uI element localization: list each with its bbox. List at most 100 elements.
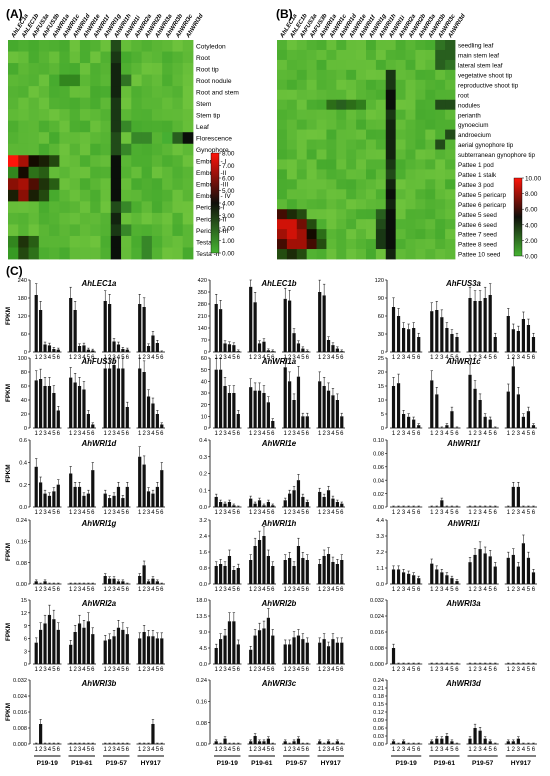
bar [283, 367, 287, 428]
heatmap-cell [415, 119, 426, 130]
heatmap-cell [395, 209, 406, 220]
heatmap-cell [90, 247, 101, 260]
x-tick-label: 2 [473, 667, 477, 673]
heatmap-cell [425, 169, 436, 180]
heatmap-cell [306, 109, 317, 121]
x-tick-label: 5 [412, 587, 416, 593]
bar [227, 501, 232, 507]
heatmap-cell [277, 199, 288, 210]
heatmap-cell [326, 119, 337, 130]
heatmap-cell [90, 235, 101, 248]
x-tick-label: 5 [412, 510, 416, 516]
heatmap-cell [28, 166, 40, 179]
heatmap-cell [18, 132, 29, 145]
y-tick-label: 4.5 [199, 646, 207, 652]
heatmap-cell [277, 209, 288, 220]
bar [77, 346, 82, 352]
colour-scale-tick-label: 0.00 [222, 251, 235, 258]
heatmap-cell [445, 69, 456, 81]
x-tick-label: 5 [52, 355, 56, 361]
bar [445, 736, 449, 744]
heatmap-cell [306, 219, 317, 230]
heatmap-cell [445, 139, 456, 150]
heatmap-cell [405, 149, 416, 160]
bar [257, 540, 262, 584]
heatmap-cell [366, 249, 377, 260]
x-tick-label: 6 [494, 587, 498, 593]
y-tick-label: 18.0 [196, 598, 207, 604]
heatmap-cell [182, 235, 194, 248]
heatmap-cell [69, 201, 81, 214]
bar [402, 328, 406, 352]
heatmap-cell [277, 99, 288, 111]
heatmap-cell [356, 239, 367, 250]
heatmap-cell [346, 139, 357, 150]
heatmap-cell [356, 159, 367, 170]
heatmap-cell [366, 139, 377, 150]
x-tick-label: 6 [340, 587, 344, 593]
heatmap-row-label: Cotyledon [196, 43, 226, 50]
y-tick-label: 0.08 [196, 721, 207, 727]
x-tick-label: 5 [52, 510, 56, 516]
y-tick-label: 0.8 [199, 566, 207, 572]
y-tick-label: 12 [21, 611, 27, 617]
heatmap-cell [445, 189, 456, 200]
bar [214, 304, 218, 352]
x-tick-label: 3 [440, 747, 444, 753]
bar [39, 379, 43, 428]
chart-title: AhLEC1b [260, 279, 296, 288]
x-tick-label: 2 [473, 747, 477, 753]
bar [430, 311, 434, 352]
heatmap-cell [445, 119, 456, 130]
heatmap-cell [90, 201, 101, 214]
x-tick-label: 4 [522, 587, 526, 593]
heatmap-cell [151, 201, 163, 214]
heatmap-cell [162, 97, 173, 110]
x-tick-label: 5 [87, 355, 91, 361]
heatmap-cell [90, 74, 101, 87]
heatmap-cell [100, 63, 112, 75]
heatmap-cell [162, 40, 173, 52]
heatmap-cell [415, 109, 426, 121]
heatmap-cell [121, 97, 132, 110]
y-tick-label: 10 [201, 415, 207, 421]
panel-label-b: (B) [276, 7, 293, 21]
bar [340, 642, 344, 664]
heatmap-cell [162, 132, 173, 145]
heatmap-cell [151, 189, 163, 202]
x-tick-label: 4 [522, 510, 526, 516]
heatmap-cell [151, 143, 163, 156]
heatmap-cell [346, 229, 357, 240]
heatmap-cell [151, 224, 163, 237]
heatmap-cell [435, 109, 446, 121]
heatmap-cell [306, 229, 317, 240]
y-tick-label: 60 [21, 384, 27, 390]
heatmap-cell [277, 219, 288, 230]
heatmap-cell [356, 149, 367, 160]
heatmap-cell [306, 189, 317, 200]
x-tick-label: 4 [151, 355, 155, 361]
bar [283, 560, 287, 584]
x-tick-label: 2 [288, 431, 292, 437]
heatmap-cell [425, 199, 436, 210]
x-tick-label: 3 [292, 431, 296, 437]
bar [288, 300, 292, 352]
heatmap-cell [356, 69, 367, 81]
bar [318, 564, 322, 584]
heatmap-cell [306, 89, 317, 101]
heatmap-cell [277, 119, 288, 130]
heatmap-cell [366, 129, 377, 140]
heatmap-cell [336, 69, 347, 81]
x-tick-label: 3 [327, 431, 331, 437]
heatmap-cell [28, 97, 40, 110]
x-tick-label: 1 [468, 587, 472, 593]
bar [493, 337, 497, 352]
bar [91, 424, 95, 428]
heatmap-cell [425, 89, 436, 101]
heatmap-cell [79, 235, 91, 248]
x-tick-label: 6 [271, 667, 275, 673]
bar [335, 348, 339, 352]
bar [125, 407, 129, 428]
bar [253, 390, 257, 428]
heatmap-cell [375, 219, 387, 230]
